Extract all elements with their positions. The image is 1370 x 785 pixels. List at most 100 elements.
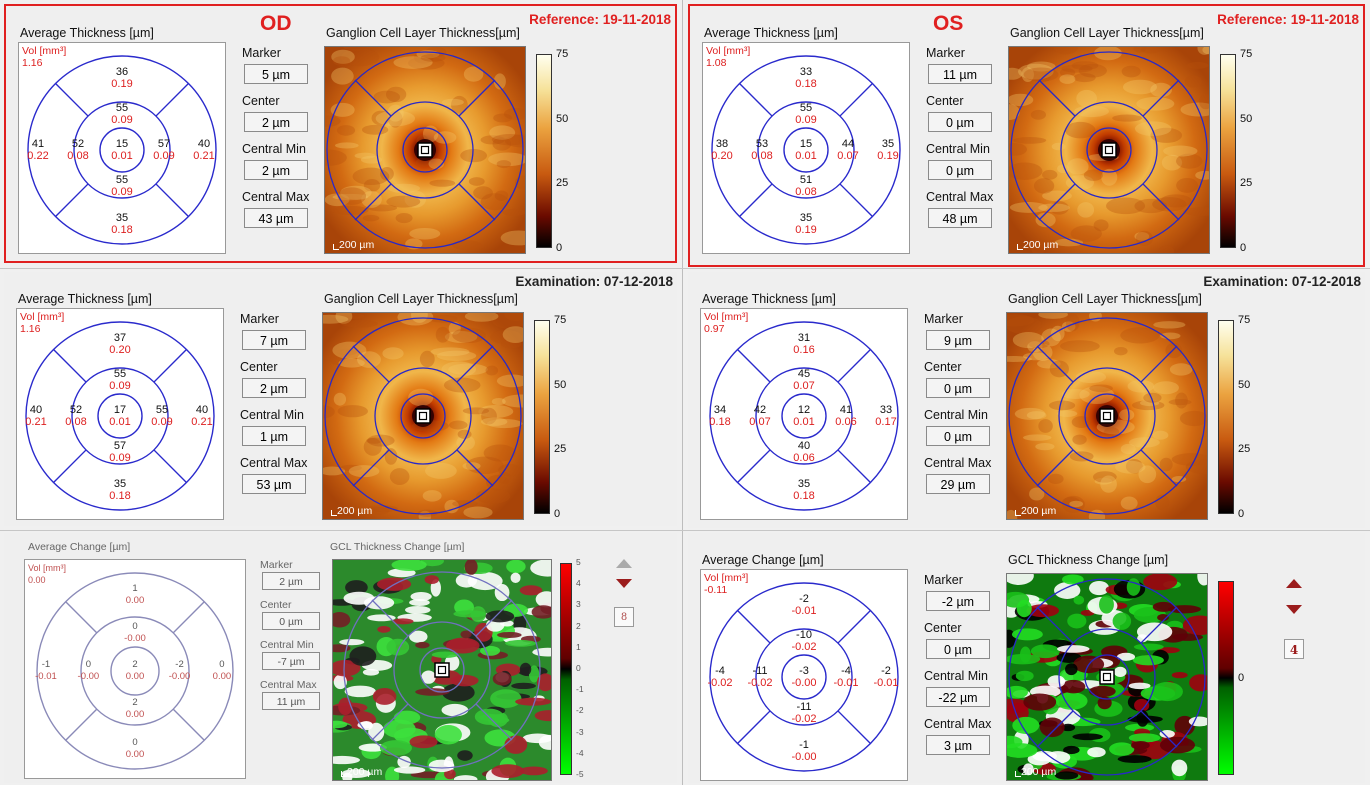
sector-inner-top: 55 0.09 bbox=[102, 102, 142, 126]
os-change-panel: Average Change [µm] Vol [mm³] -0.11 -2 -0.01… bbox=[688, 533, 1365, 783]
sector-thickness: 2 bbox=[132, 697, 138, 709]
sector-inner-left: 52 0.08 bbox=[56, 404, 96, 428]
colorbar-tick: -1 bbox=[576, 684, 584, 695]
sector-volume: 0.16 bbox=[793, 344, 815, 356]
arrow-up-icon[interactable] bbox=[1286, 579, 1302, 588]
central-max-value: 29 µm bbox=[926, 474, 990, 494]
sector-outer-right: 0 0.00 bbox=[202, 659, 242, 683]
central-min-label: Central Min bbox=[924, 669, 988, 683]
arrow-up-icon[interactable] bbox=[616, 559, 632, 568]
od-ref-panel: OD Reference: 19-11-2018 Average Thickness… bbox=[4, 4, 677, 263]
counter-box[interactable]: 8 bbox=[614, 607, 634, 627]
sector-volume: 0.18 bbox=[795, 78, 817, 90]
marker-label: Marker bbox=[924, 312, 963, 326]
sector-volume: 0.09 bbox=[151, 416, 173, 428]
sector-outer-left: 41 0.22 bbox=[18, 138, 58, 162]
colorbar-tick: 25 bbox=[1240, 177, 1253, 190]
counter-box[interactable]: 4 bbox=[1284, 639, 1304, 659]
colorbar bbox=[560, 563, 572, 775]
sector-inner-bottom: 57 0.09 bbox=[100, 440, 140, 464]
sector-volume: 0.21 bbox=[25, 416, 47, 428]
gcl-thickness-map[interactable]: 200 µm bbox=[1008, 46, 1210, 254]
central-max-value: 11 µm bbox=[262, 692, 320, 710]
scale-bar: 200 µm bbox=[1023, 239, 1059, 251]
gcl-change-map[interactable]: 200 µm bbox=[1006, 573, 1208, 781]
arrow-down-icon[interactable] bbox=[1286, 605, 1302, 614]
sector-thickness: 41 bbox=[31, 138, 45, 150]
sector-volume: -0.02 bbox=[707, 677, 733, 689]
sector-thickness: 51 bbox=[799, 174, 813, 186]
sector-thickness: 35 bbox=[113, 478, 127, 490]
sector-thickness: 57 bbox=[157, 138, 171, 150]
sector-inner-bottom: 55 0.09 bbox=[102, 174, 142, 198]
os-exam-panel: Examination: 07-12-2018 Average Thickness… bbox=[688, 272, 1365, 528]
sector-thickness: -4 bbox=[841, 665, 851, 677]
etdrs-grid: Vol [mm³] 1.16 36 0.19 55 0.09 41 0.22 52 0.08 15 0… bbox=[18, 42, 226, 254]
gcl-change-title: GCL Thickness Change [µm] bbox=[1008, 553, 1169, 567]
gcl-change-map[interactable]: 200 µm bbox=[332, 559, 552, 781]
gcl-thickness-map[interactable]: 200 µm bbox=[1006, 312, 1208, 520]
gcl-thickness-map[interactable]: 200 µm bbox=[324, 46, 526, 254]
sector-thickness: -11 bbox=[796, 701, 812, 713]
eye-label: OS bbox=[933, 12, 964, 35]
sector-outer-right: 35 0.19 bbox=[868, 138, 908, 162]
sector-volume: 0.07 bbox=[837, 150, 859, 162]
sector-volume: 0.19 bbox=[795, 224, 817, 236]
sector-inner-top: -10 -0.02 bbox=[784, 629, 824, 653]
center-label: Center bbox=[926, 94, 964, 108]
scale-bar-marker bbox=[1015, 510, 1021, 516]
sector-outer-right: 40 0.21 bbox=[184, 138, 224, 162]
sector-thickness: 55 bbox=[799, 102, 813, 114]
sector-volume: 0.21 bbox=[191, 416, 213, 428]
sector-thickness: 40 bbox=[29, 404, 43, 416]
sector-volume: 0.18 bbox=[111, 224, 133, 236]
arrow-down-icon[interactable] bbox=[616, 579, 632, 588]
sector-thickness: 1 bbox=[132, 582, 138, 594]
central-max-value: 48 µm bbox=[928, 208, 992, 228]
colorbar-tick: 50 bbox=[1238, 378, 1251, 391]
volume-value: 0.97 bbox=[704, 323, 725, 335]
sector-volume: 0.06 bbox=[835, 416, 857, 428]
sector-thickness: 53 bbox=[755, 138, 769, 150]
sector-volume: 0.20 bbox=[711, 150, 733, 162]
sector-volume: 0.19 bbox=[877, 150, 899, 162]
sector-thickness: 55 bbox=[155, 404, 169, 416]
sector-inner-left: 42 0.07 bbox=[740, 404, 780, 428]
sector-volume: 0.08 bbox=[67, 150, 89, 162]
sector-volume: 0.08 bbox=[751, 150, 773, 162]
sector-volume: -0.01 bbox=[873, 677, 899, 689]
colorbar-tick: 25 bbox=[556, 177, 569, 190]
volume-value: 1.16 bbox=[20, 323, 41, 335]
central-max-label: Central Max bbox=[926, 190, 994, 204]
gcl-thickness-map[interactable]: 200 µm bbox=[322, 312, 524, 520]
sector-outer-bottom: 35 0.18 bbox=[784, 478, 824, 502]
sector-volume: 0.01 bbox=[793, 416, 815, 428]
sector-volume: 0.09 bbox=[795, 114, 817, 126]
sector-thickness: 31 bbox=[797, 332, 811, 344]
sector-inner-top: 55 0.09 bbox=[100, 368, 140, 392]
scale-bar: 200 µm bbox=[1021, 766, 1057, 778]
sector-center: 17 0.01 bbox=[100, 404, 140, 428]
volume-readout: Vol [mm³] 1.08 bbox=[706, 45, 750, 69]
colorbar-tick: 5 bbox=[576, 557, 581, 567]
central-min-value: -7 µm bbox=[262, 652, 320, 670]
sector-inner-right: -2 -0.00 bbox=[160, 659, 200, 683]
sector-thickness: 55 bbox=[115, 102, 129, 114]
sector-volume: 0.19 bbox=[111, 78, 133, 90]
sector-inner-top: 55 0.09 bbox=[786, 102, 826, 126]
sector-volume: 0.07 bbox=[749, 416, 771, 428]
marker-value: 5 µm bbox=[244, 64, 308, 84]
average-thickness-title: Average Thickness [µm] bbox=[702, 292, 836, 306]
sector-volume: -0.00 bbox=[124, 632, 146, 644]
sector-thickness: 15 bbox=[799, 138, 813, 150]
central-max-label: Central Max bbox=[260, 679, 317, 691]
sector-outer-left: -4 -0.02 bbox=[700, 665, 740, 689]
sector-thickness: 34 bbox=[713, 404, 727, 416]
sector-thickness: -2 bbox=[881, 665, 891, 677]
colorbar-tick: 4 bbox=[576, 578, 581, 589]
od-change-panel: Average Change [µm] Vol [mm³] 0.00 1 0.00 0 -0… bbox=[4, 533, 677, 783]
colorbar-tick: -2 bbox=[576, 705, 584, 716]
sector-thickness: 52 bbox=[69, 404, 83, 416]
average-change-title: Average Change [µm] bbox=[702, 553, 824, 567]
colorbar-tick: 75 bbox=[556, 48, 569, 60]
